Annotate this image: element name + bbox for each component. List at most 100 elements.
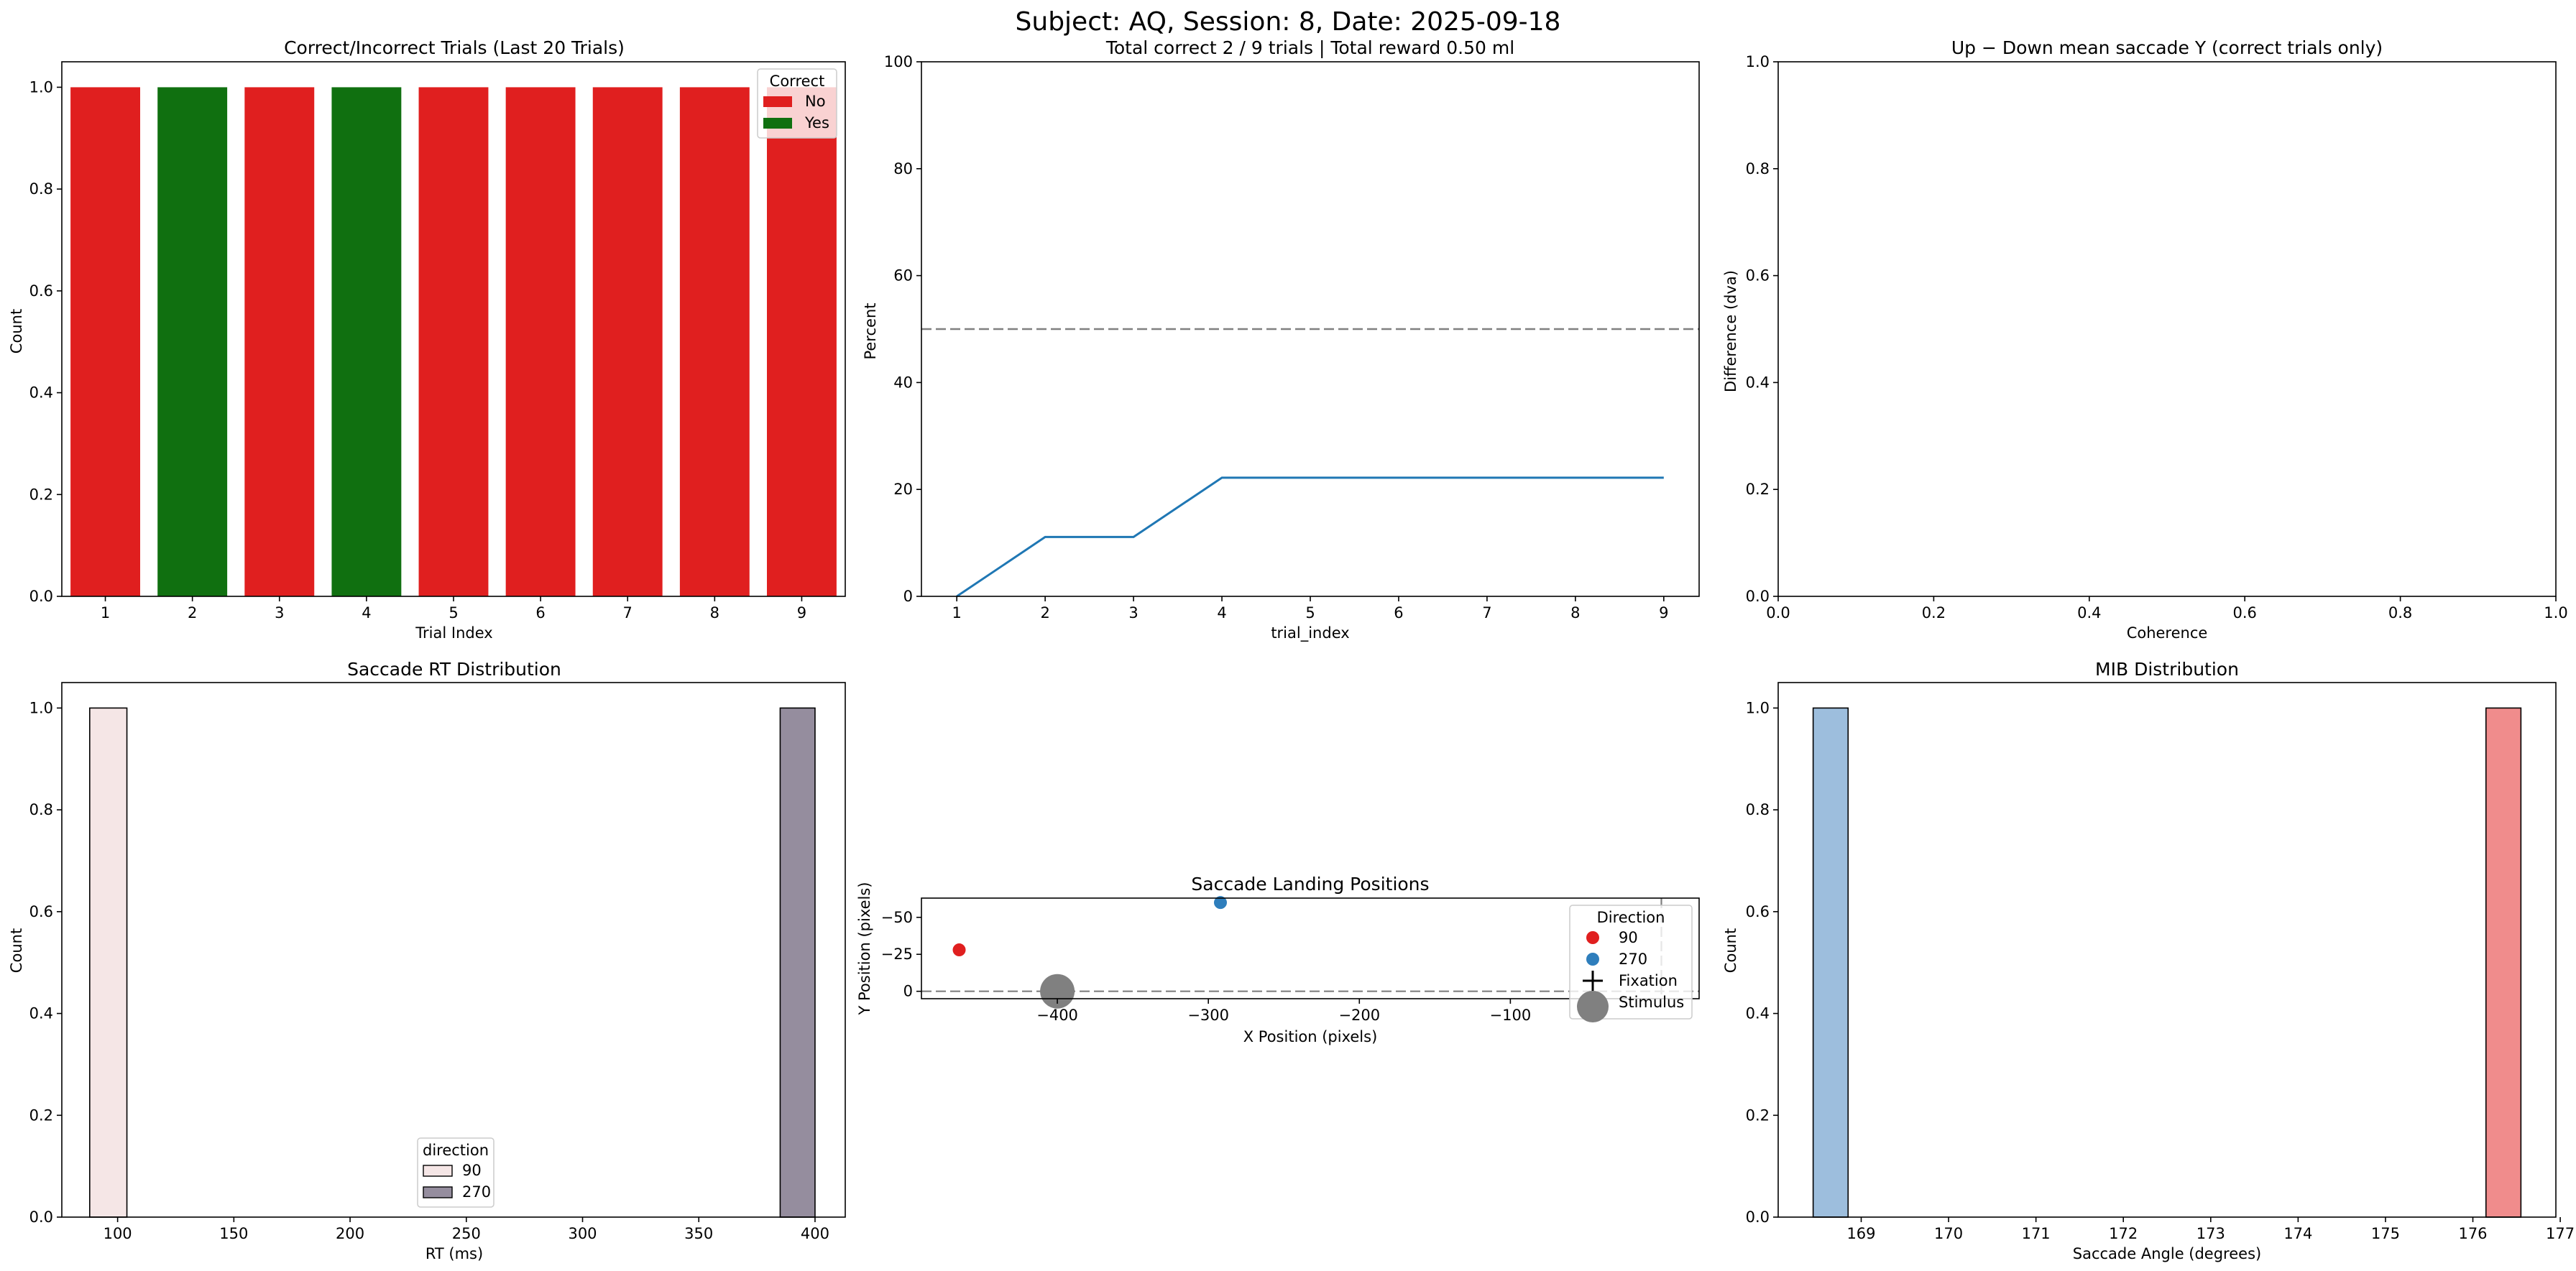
rt-hist-xtick-label: 250 [452,1225,481,1242]
rt-hist-title: Saccade RT Distribution [347,659,561,680]
mib-hist-ytick-label: 0.0 [1746,1208,1770,1226]
rt-hist-xtick-label: 300 [568,1225,597,1242]
mib-hist-ylabel: Count [1722,928,1739,973]
correct-trials-panel: Correct/Incorrect Trials (Last 20 Trials… [8,37,846,642]
percent-correct-line [956,476,1664,598]
rt-hist-ylabel: Count [8,928,25,973]
landing-xtick-label: −400 [1036,1007,1078,1024]
mib-hist-xtick-label: 169 [1846,1225,1875,1242]
landing-ytick-label: 0 [903,983,913,1000]
up-down-xtick-label: 1.0 [2544,604,2567,621]
landing-panel: Saccade Landing Positions X Position (pi… [856,874,1700,1045]
correct-trials-xlabel: Trial Index [415,624,492,642]
mib-hist-ytick-label: 0.6 [1746,903,1770,920]
legend-label-90: 90 [462,1162,482,1179]
correct-trials-xtick-label: 3 [275,604,284,621]
rt-hist-xtick-label: 100 [104,1225,132,1242]
landing-legend: Direction 90 270 Fixation Stimulus [1569,905,1693,1022]
mib-hist-xtick-label: 171 [2022,1225,2051,1242]
legend-label-yes: Yes [804,114,829,131]
percent-correct-ytick-label: 40 [893,374,913,391]
rt-hist-ytick-label: 0.2 [29,1106,53,1124]
rt-hist-xtick-label: 150 [219,1225,248,1242]
legend-swatch-270 [423,1186,453,1198]
up-down-ytick-label: 0.4 [1746,374,1770,391]
correct-trials-ytick-label: 0.4 [29,384,53,402]
mib-hist-xlabel: Saccade Angle (degrees) [2073,1245,2261,1262]
rt-hist-ytick-label: 0.4 [29,1005,53,1022]
up-down-ytick-label: 0.8 [1746,160,1770,177]
percent-correct-xtick-label: 1 [952,604,961,621]
percent-correct-xlabel: trial_index [1271,624,1349,642]
mib-hist-xtick-label: 173 [2196,1225,2225,1242]
rt-hist-xlabel: RT (ms) [426,1245,483,1262]
landing-xtick-label: −100 [1490,1007,1532,1024]
percent-correct-panel: Total correct 2 / 9 trials | Total rewar… [862,37,1700,642]
correct-trials-title: Correct/Incorrect Trials (Last 20 Trials… [284,37,625,58]
landing-xlabel: X Position (pixels) [1243,1028,1378,1045]
mib-hist-xtick-label: 175 [2371,1225,2400,1242]
landing-ytick-label: −50 [881,909,913,926]
mib-hist-axes-frame [1777,682,2557,1218]
rt-bin-270 [779,707,816,1218]
rt-hist-legend: direction 90 270 [417,1137,494,1208]
legend-swatch-yes [763,118,792,129]
bar-trial-1 [70,87,140,596]
up-down-panel: Up − Down mean saccade Y (correct trials… [1722,37,2568,642]
legend-box [1569,905,1693,1020]
legend-marker-270 [1586,953,1599,966]
rt-bin-90 [89,707,128,1218]
percent-correct-xtick-label: 6 [1394,604,1403,621]
mib-hist-xtick-label: 177 [2546,1225,2575,1242]
percent-correct-ytick-label: 0 [903,588,913,605]
correct-trials-xtick-label: 8 [710,604,719,621]
legend-label-270: 270 [462,1183,491,1201]
mib-hist-ytick-label: 1.0 [1746,699,1770,716]
percent-correct-ytick-label: 80 [893,160,913,177]
correct-trials-legend: Correct No Yes [757,68,837,139]
legend-swatch-no [763,96,792,107]
rt-hist-xtick-label: 350 [684,1225,713,1242]
rt-hist-ytick-label: 0.6 [29,903,53,920]
rt-hist-axes-frame [61,682,846,1218]
correct-trials-xtick-label: 6 [535,604,545,621]
percent-correct-xtick-label: 9 [1659,604,1668,621]
percent-correct-ytick-label: 60 [893,267,913,285]
correct-trials-xtick-label: 2 [188,604,197,621]
correct-trials-ytick-label: 0.8 [29,180,53,198]
correct-trials-ytick-label: 0.0 [29,588,53,605]
bar-trial-5 [418,87,489,596]
up-down-ylabel: Difference (dva) [1722,270,1739,392]
mib-hist-ytick-label: 0.8 [1746,801,1770,818]
bar-trial-6 [505,87,576,596]
rt-hist-ytick-label: 0.0 [29,1208,53,1226]
mib-hist-panel: MIB Distribution Saccade Angle (degrees)… [1722,659,2575,1262]
up-down-ytick-label: 0.2 [1746,481,1770,498]
up-down-ytick-label: 1.0 [1746,53,1770,70]
up-down-ytick-label: 0.0 [1746,588,1770,605]
percent-correct-xtick-label: 7 [1482,604,1491,621]
landing-point-90 [952,943,966,957]
bar-trial-8 [679,87,750,596]
percent-correct-xtick-label: 3 [1128,604,1138,621]
bar-trial-4 [331,87,402,596]
up-down-xtick-label: 0.0 [1766,604,1790,621]
bar-trial-3 [244,87,315,596]
mib-hist-ytick-label: 0.4 [1746,1005,1770,1022]
mib-hist-ytick-label: 0.2 [1746,1106,1770,1124]
percent-correct-ylabel: Percent [862,302,879,359]
mib-hist-xtick-label: 170 [1934,1225,1963,1242]
up-down-xlabel: Coherence [2127,624,2208,642]
landing-xtick-label: −200 [1338,1007,1380,1024]
up-down-xtick-label: 0.4 [2077,604,2101,621]
correct-trials-xtick-label: 7 [623,604,632,621]
percent-correct-xtick-label: 2 [1040,604,1049,621]
percent-correct-ytick-label: 20 [893,481,913,498]
percent-correct-xtick-label: 4 [1217,604,1226,621]
landing-axes-frame [921,897,1700,999]
rt-hist-ytick-label: 1.0 [29,699,53,716]
mib-bin-2 [2485,707,2522,1218]
rt-hist-ytick-label: 0.8 [29,801,53,818]
legend-label-270: 270 [1619,951,1647,968]
legend-title: Correct [770,73,825,90]
